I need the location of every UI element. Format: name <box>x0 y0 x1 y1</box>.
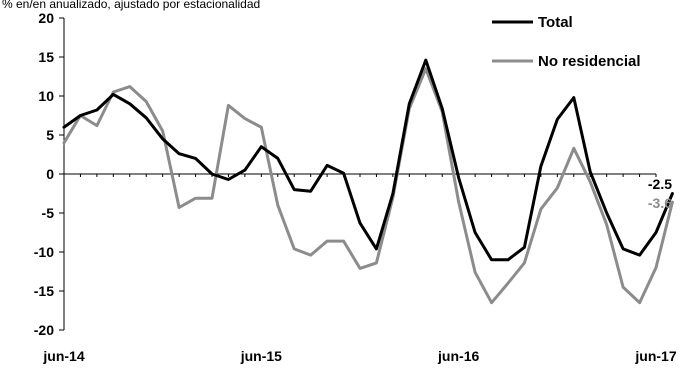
y-tick-label: 15 <box>38 49 54 65</box>
x-tick-label: jun-17 <box>634 348 676 364</box>
x-tick-label: jun-14 <box>42 348 84 364</box>
y-tick-label: 5 <box>46 127 54 143</box>
chart-subtitle: % en/en anualizado, ajustado por estacio… <box>2 0 260 11</box>
x-tick-label: jun-15 <box>240 348 282 364</box>
y-tick-label: 20 <box>38 10 54 26</box>
legend-label: No residencial <box>538 53 641 70</box>
y-tick-label: -20 <box>34 322 54 338</box>
legend: Total No residencial <box>492 14 641 70</box>
y-tick-label: -15 <box>34 283 54 299</box>
series-layer <box>62 58 674 305</box>
x-tick-label: jun-16 <box>437 348 479 364</box>
y-tick-label: -5 <box>42 205 55 221</box>
end-labels: -2.5 -3.6 <box>648 176 672 211</box>
end-value-label: -2.5 <box>648 176 672 192</box>
y-axis: 20 15 10 5 0 -5 -10 -15 -20 <box>34 10 65 338</box>
y-tick-label: -10 <box>34 244 54 260</box>
y-tick-label: 10 <box>38 88 54 104</box>
series-line-no-residencial <box>62 67 674 305</box>
y-tick-label: 0 <box>46 166 54 182</box>
legend-label: Total <box>538 14 573 31</box>
series-line-total <box>62 58 674 262</box>
end-value-label: -3.6 <box>648 195 672 211</box>
x-axis: jun-14 jun-15 jun-16 jun-17 <box>42 173 677 364</box>
